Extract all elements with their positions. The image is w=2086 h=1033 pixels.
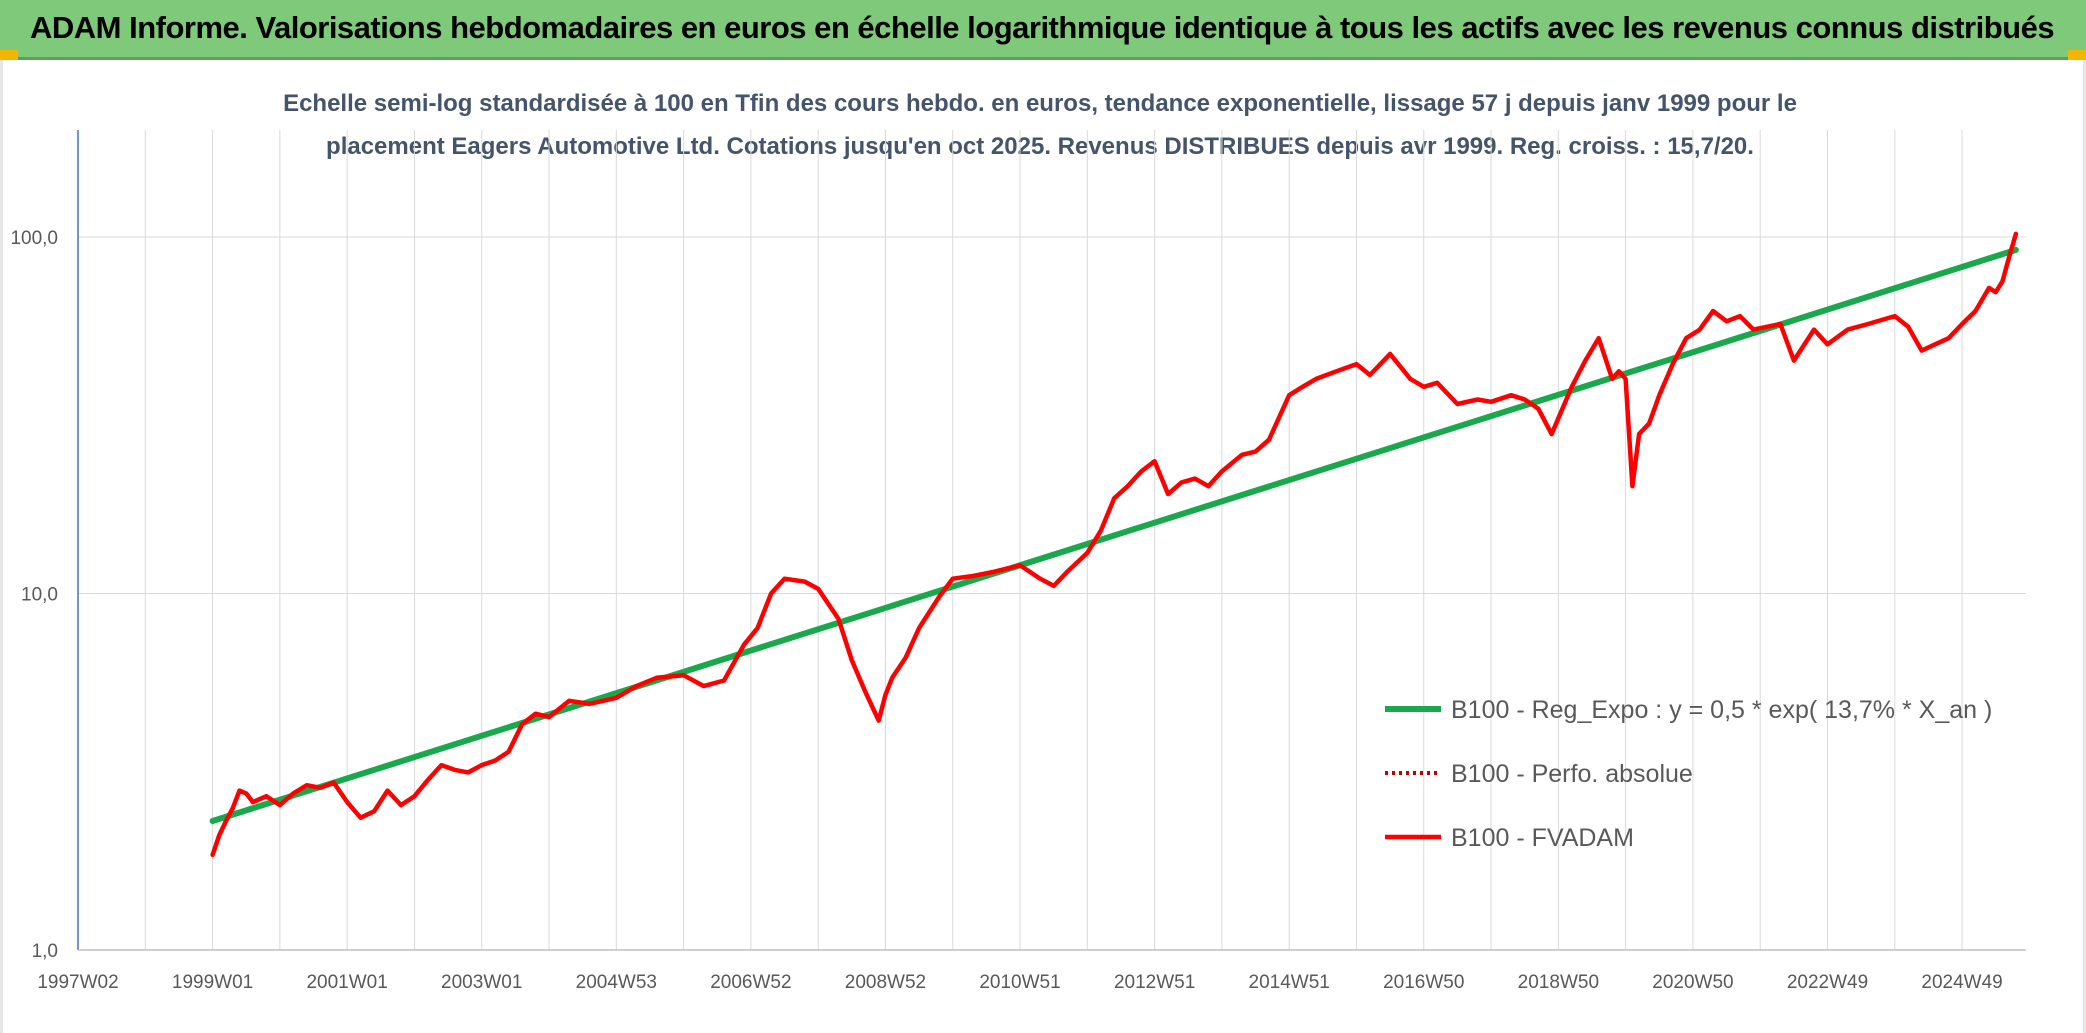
axes [77,130,2026,951]
corner-mark-right [2068,50,2086,60]
x-tick-label: 2016W50 [1383,972,1464,993]
legend-label-1: B100 - Perfo. absolue [1451,760,1693,788]
x-tick-label: 2020W50 [1652,972,1733,993]
x-tick-label: 2008W52 [845,972,926,993]
x-tick-label: 2018W50 [1518,972,1599,993]
tick-labels: 1,0 10,0 100,0 1997W02 1999W01 2001W01 2003W01… [10,228,2002,993]
series-lines [209,231,2019,858]
x-tick-label: 2012W51 [1114,972,1195,993]
x-tick-label: 2006W52 [710,972,791,993]
y-tick-label: 1,0 [32,941,58,962]
y-tick-label: 100,0 [10,228,58,249]
x-tick-label: 2022W49 [1787,972,1868,993]
x-tick-label: 1999W01 [172,972,253,993]
chart-title-line-2: placement Eagers Automotive Ltd. Cotatio… [326,133,1754,160]
x-tick-label: 2010W51 [979,972,1060,993]
header-banner: ADAM Informe. Valorisations hebdomadaire… [0,0,2086,60]
x-tick-label: 2004W53 [576,972,657,993]
legend-label-0: B100 - Reg_Expo : y = 0,5 * exp( 13,7% *… [1451,696,1992,724]
series-line-2 [210,231,2019,858]
page-title: ADAM Informe. Valorisations hebdomadaire… [30,10,2055,45]
series-line-0 [209,246,2019,824]
y-tick-label: 10,0 [21,585,58,606]
x-tick-label: 1997W02 [37,972,118,993]
legend: B100 - Reg_Expo : y = 0,5 * exp( 13,7% *… [1385,696,1992,852]
grid-lines [77,130,2026,951]
x-tick-label: 2024W49 [1921,972,2002,993]
chart-frame [0,60,2086,1033]
x-tick-label: 2003W01 [441,972,522,993]
legend-label-2: B100 - FVADAM [1451,824,1634,852]
x-tick-label: 2014W51 [1249,972,1330,993]
x-tick-label: 2001W01 [306,972,387,993]
corner-mark-left [0,50,18,60]
chart-title-line-1: Echelle semi-log standardisée à 100 en T… [283,90,1797,117]
